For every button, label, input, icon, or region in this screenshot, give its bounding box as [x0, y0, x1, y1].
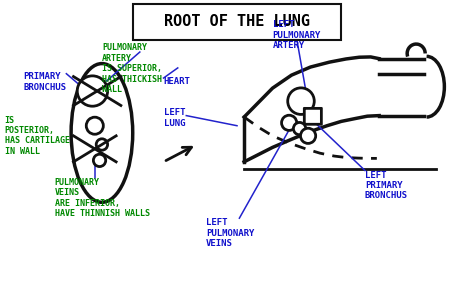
Circle shape	[301, 128, 316, 143]
Circle shape	[96, 139, 108, 150]
FancyBboxPatch shape	[133, 4, 341, 40]
Circle shape	[93, 154, 106, 166]
Text: PULMONARY
ARTERY
IS SUPERIOR,
HAS THICKISH
WALL: PULMONARY ARTERY IS SUPERIOR, HAS THICKI…	[102, 43, 162, 94]
Text: LEFT
LUNG: LEFT LUNG	[164, 108, 185, 128]
Text: LEFT
PULMONARY
ARTERY: LEFT PULMONARY ARTERY	[273, 20, 321, 50]
Circle shape	[282, 115, 297, 130]
Circle shape	[293, 123, 306, 135]
Text: PULMONARY
VEINS
ARE INFERIOR,
HAVE THINNISH WALLS: PULMONARY VEINS ARE INFERIOR, HAVE THINN…	[55, 178, 149, 218]
Text: LEFT
PRIMARY
BRONCHUS: LEFT PRIMARY BRONCHUS	[365, 171, 408, 200]
Circle shape	[77, 76, 108, 106]
Text: ROOT OF THE LUNG: ROOT OF THE LUNG	[164, 14, 310, 29]
Ellipse shape	[71, 64, 133, 202]
Text: HEART: HEART	[164, 77, 191, 86]
FancyBboxPatch shape	[304, 108, 321, 124]
Text: IS
POSTERIOR,
HAS CARTILAGE
IN WALL: IS POSTERIOR, HAS CARTILAGE IN WALL	[5, 116, 70, 156]
Circle shape	[86, 117, 103, 134]
Text: PRIMARY
BRONCHUS: PRIMARY BRONCHUS	[24, 72, 67, 92]
Circle shape	[288, 88, 314, 114]
Text: LEFT
PULMONARY
VEINS: LEFT PULMONARY VEINS	[206, 218, 255, 248]
